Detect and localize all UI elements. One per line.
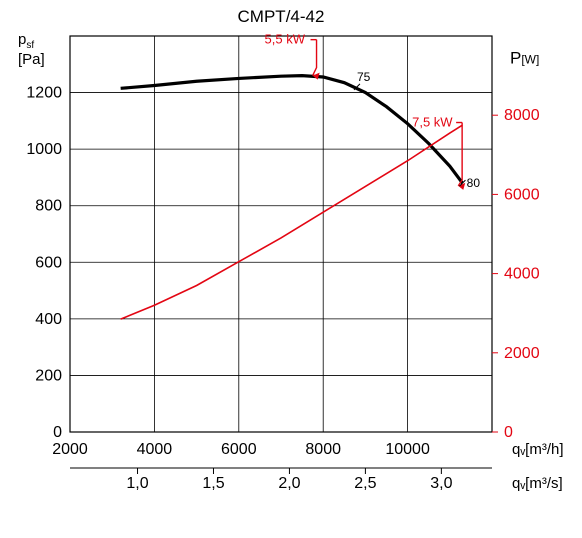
y-left-tick: 200 bbox=[35, 367, 62, 384]
y-right-tick: 6000 bbox=[504, 186, 540, 203]
chart-title: CMPT/4-42 bbox=[238, 7, 325, 26]
y-right-label: P[W] bbox=[510, 49, 539, 68]
y-left-tick: 600 bbox=[35, 254, 62, 271]
x-top-label: qᵥ[m³/h] bbox=[512, 441, 564, 458]
x-tick-label: 4000 bbox=[137, 441, 173, 458]
eff-80: 80 bbox=[467, 176, 481, 190]
fan-curve-chart: 2000400060008000100000200400600800100012… bbox=[0, 0, 582, 538]
y-left-tick: 800 bbox=[35, 198, 62, 215]
x-tick-label: 6000 bbox=[221, 441, 257, 458]
x-bottom-label: qᵥ[m³/s] bbox=[512, 475, 563, 492]
x2-tick-label: 3,0 bbox=[430, 475, 452, 492]
y-left-tick: 400 bbox=[35, 311, 62, 328]
x2-tick-label: 2,5 bbox=[354, 475, 376, 492]
y-left-tick: 1200 bbox=[26, 85, 62, 102]
y-right-tick: 2000 bbox=[504, 345, 540, 362]
y-left-label: psf bbox=[18, 31, 34, 51]
power-curve bbox=[121, 125, 463, 319]
y-left-unit: [Pa] bbox=[18, 51, 45, 68]
y-right-tick: 4000 bbox=[504, 266, 540, 283]
y-right-tick: 0 bbox=[504, 424, 513, 441]
x-tick-label: 10000 bbox=[385, 441, 430, 458]
plot-area bbox=[70, 36, 492, 432]
eff-75: 75 bbox=[357, 70, 371, 84]
x-tick-label: 2000 bbox=[52, 441, 88, 458]
anno-75kw: 7,5 kW bbox=[412, 115, 453, 130]
chart-svg: 2000400060008000100000200400600800100012… bbox=[0, 0, 582, 538]
x2-tick-label: 2,0 bbox=[278, 475, 300, 492]
x2-tick-label: 1,5 bbox=[202, 475, 224, 492]
x2-tick-label: 1,0 bbox=[126, 475, 148, 492]
anno-55kw-arrow bbox=[313, 40, 317, 76]
x-tick-label: 8000 bbox=[305, 441, 341, 458]
y-left-tick: 0 bbox=[53, 424, 62, 441]
y-left-tick: 1000 bbox=[26, 141, 62, 158]
anno-55kw: 5,5 kW bbox=[265, 32, 306, 47]
y-right-tick: 8000 bbox=[504, 107, 540, 124]
